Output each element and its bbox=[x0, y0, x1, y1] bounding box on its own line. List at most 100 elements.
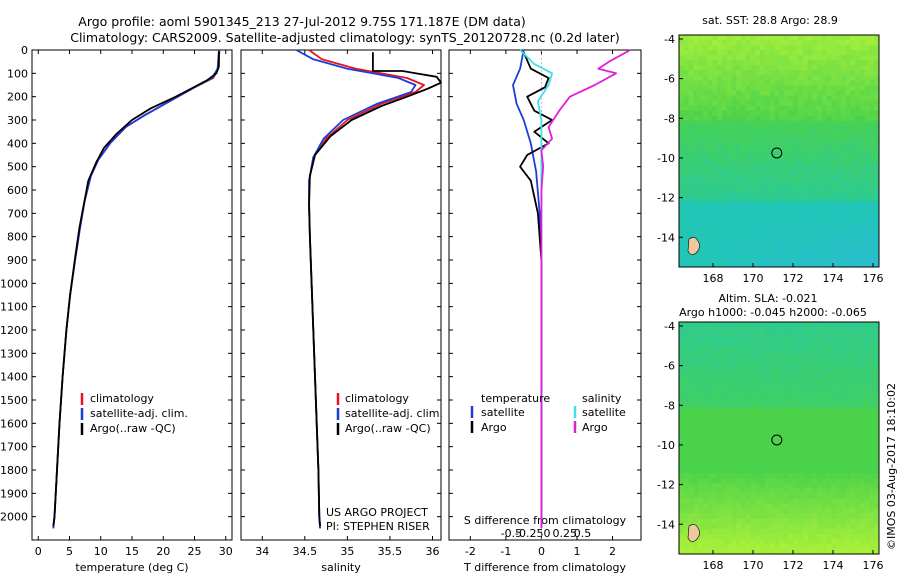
map-cell bbox=[831, 493, 837, 499]
map-cell bbox=[774, 35, 780, 41]
map-cell bbox=[793, 196, 799, 202]
map-cell bbox=[812, 417, 818, 424]
map-cell bbox=[807, 176, 813, 182]
map-cell bbox=[731, 75, 737, 81]
map-cell bbox=[864, 523, 870, 530]
map-cell bbox=[817, 130, 823, 137]
map-cell bbox=[683, 488, 689, 494]
map-cell bbox=[717, 231, 723, 238]
map-cell bbox=[740, 458, 747, 464]
map-cell bbox=[764, 473, 770, 479]
map-cell bbox=[726, 432, 732, 439]
map-cell bbox=[769, 377, 775, 383]
map-cell bbox=[855, 468, 861, 474]
map-cell bbox=[774, 513, 780, 520]
map-cell bbox=[840, 528, 847, 535]
map-cell bbox=[698, 151, 704, 157]
map-cell bbox=[788, 498, 794, 504]
map-cell bbox=[759, 156, 766, 162]
map-cell bbox=[821, 70, 828, 76]
map-cell bbox=[688, 342, 694, 348]
map-cell bbox=[783, 191, 789, 197]
map-cell bbox=[831, 382, 837, 388]
map-cell bbox=[750, 458, 756, 464]
map-cell bbox=[798, 538, 804, 545]
map-cell bbox=[693, 55, 699, 61]
map-cell bbox=[836, 80, 842, 86]
map-cell bbox=[826, 251, 832, 258]
map-cell bbox=[736, 367, 742, 373]
map-cell bbox=[688, 513, 694, 520]
map-cell bbox=[736, 483, 742, 489]
map-cell bbox=[821, 261, 828, 268]
map-cell bbox=[774, 458, 780, 464]
map-cell bbox=[759, 458, 766, 464]
map-cell bbox=[774, 453, 780, 459]
map-cell bbox=[840, 256, 847, 263]
map-cell bbox=[807, 427, 813, 434]
map-cell bbox=[802, 45, 808, 51]
map-cell bbox=[831, 145, 837, 152]
series-line-satellite-adj-clim- bbox=[295, 49, 417, 529]
map-cell bbox=[826, 412, 832, 419]
map-cell bbox=[679, 40, 685, 46]
map-cell bbox=[859, 221, 866, 228]
argo-location-marker bbox=[771, 147, 783, 159]
map-cell bbox=[750, 181, 756, 187]
map-cell bbox=[712, 216, 718, 223]
map-cell bbox=[807, 528, 813, 535]
map-cell bbox=[859, 548, 866, 555]
map-cell bbox=[688, 221, 694, 228]
map-cell bbox=[783, 342, 789, 348]
map-cell bbox=[845, 478, 851, 484]
map-cell bbox=[745, 543, 751, 550]
map-cell bbox=[850, 493, 856, 499]
map-cell bbox=[798, 453, 804, 459]
map-cell bbox=[731, 256, 737, 263]
map-cell bbox=[726, 226, 732, 233]
map-cell bbox=[731, 362, 737, 368]
map-cell bbox=[774, 533, 780, 540]
map-cell bbox=[869, 508, 875, 515]
map-cell bbox=[807, 221, 813, 228]
map-cell bbox=[764, 357, 770, 363]
map-cell bbox=[840, 145, 847, 152]
map-cell bbox=[855, 90, 861, 96]
map-cell bbox=[779, 251, 785, 258]
map-cell bbox=[798, 55, 804, 61]
map-cell bbox=[764, 543, 770, 550]
map-cell bbox=[764, 45, 770, 51]
map-cell bbox=[707, 327, 713, 333]
map-cell bbox=[740, 90, 747, 96]
map-cell bbox=[836, 523, 842, 530]
map-cell bbox=[759, 387, 766, 394]
map-cell bbox=[731, 528, 737, 535]
map-cell bbox=[802, 246, 808, 253]
map-cell bbox=[817, 246, 823, 253]
map-cell bbox=[755, 508, 761, 515]
map-cell bbox=[840, 468, 847, 474]
map-cell bbox=[759, 322, 766, 328]
map-cell bbox=[726, 181, 732, 187]
y-tick-label: -10 bbox=[657, 439, 675, 452]
map-cell bbox=[698, 453, 704, 459]
map-cell bbox=[712, 40, 718, 46]
map-cell bbox=[736, 181, 742, 187]
map-cell bbox=[836, 176, 842, 182]
map-cell bbox=[783, 236, 789, 243]
map-cell bbox=[821, 498, 828, 504]
map-cell bbox=[717, 110, 723, 117]
map-cell bbox=[717, 65, 723, 71]
map-cell bbox=[807, 231, 813, 238]
map-cell bbox=[702, 151, 708, 157]
map-cell bbox=[831, 453, 837, 459]
map-cell bbox=[840, 377, 847, 383]
map-cell bbox=[726, 206, 732, 212]
map-cell bbox=[712, 498, 718, 504]
map-cell bbox=[836, 473, 842, 479]
map-cell bbox=[745, 327, 751, 333]
map-cell bbox=[869, 151, 875, 157]
map-cell bbox=[731, 181, 737, 187]
map-cell bbox=[788, 377, 794, 383]
map-cell bbox=[821, 55, 828, 61]
